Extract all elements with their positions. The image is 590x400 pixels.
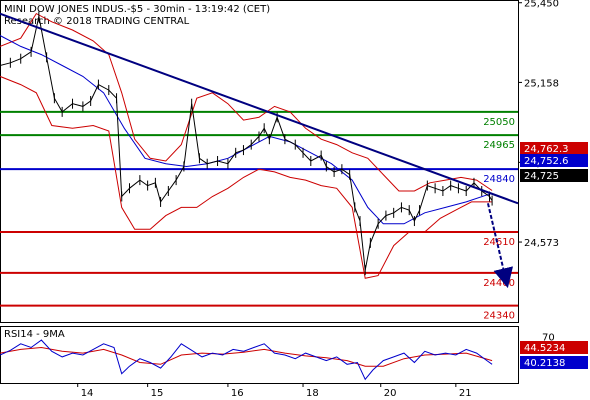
x-axis: 14 15 16 18 20 21 bbox=[77, 383, 472, 399]
x-tick-label: 20 bbox=[384, 388, 397, 399]
rsi-value-tag bbox=[520, 356, 588, 369]
level-label-24840: 24840 bbox=[483, 174, 515, 185]
price-tag-label: 24,752.6 bbox=[524, 156, 569, 167]
y-tick-label: 25,158 bbox=[524, 78, 559, 89]
bollinger-bands bbox=[0, 12, 493, 279]
trendline bbox=[0, 12, 519, 205]
x-tick-label: 16 bbox=[231, 388, 244, 399]
level-label-24460: 24460 bbox=[483, 278, 515, 289]
price-tag-box bbox=[520, 142, 588, 155]
chart-title: MINI DOW JONES INDUS.-$5 - 30min - 13:19… bbox=[4, 4, 270, 15]
level-label-25050: 25050 bbox=[483, 117, 515, 128]
x-tick-label: 21 bbox=[459, 388, 472, 399]
price-tags: 24,762.324,752.6 24,725 bbox=[520, 142, 588, 182]
x-tick-label: 15 bbox=[151, 388, 164, 399]
rsi-value-label: 44.5234 bbox=[524, 343, 565, 354]
price-panel bbox=[0, 0, 519, 323]
y-tick-label: 24,573 bbox=[524, 238, 559, 249]
rsi-panel bbox=[0, 326, 519, 384]
projection-arrow bbox=[486, 203, 514, 289]
y-tick-label: 25,450 bbox=[524, 0, 559, 10]
bollinger-lower bbox=[0, 75, 493, 279]
copyright-text: Research © 2018 TRADING CENTRAL bbox=[4, 16, 190, 27]
price-tag-label: 24,725 bbox=[524, 171, 559, 182]
price-tag-box bbox=[520, 154, 588, 167]
rsi-value-tag bbox=[520, 341, 588, 354]
level-label-24965: 24965 bbox=[483, 140, 515, 151]
bollinger-upper bbox=[0, 12, 493, 192]
horizontal-levels bbox=[0, 110, 518, 307]
rsi-label: RSI14 - 9MA bbox=[4, 329, 65, 340]
moving-average-line bbox=[0, 35, 493, 225]
level-label-24340: 24340 bbox=[483, 311, 515, 322]
x-tick-label: 18 bbox=[306, 388, 319, 399]
rsi-line bbox=[0, 339, 493, 381]
rsi-value-label: 40.2138 bbox=[524, 358, 565, 369]
down-arrow bbox=[486, 203, 514, 289]
price-tag-label: 24,762.3 bbox=[524, 144, 569, 155]
rsi-series bbox=[0, 339, 493, 381]
moving-average bbox=[0, 35, 493, 225]
downtrend-line bbox=[0, 12, 519, 205]
price-tag-box bbox=[520, 169, 588, 182]
level-label-24610: 24610 bbox=[483, 237, 515, 248]
rsi-tick-label: 70 bbox=[542, 332, 555, 343]
x-tick-label: 14 bbox=[81, 388, 94, 399]
rsi-ma-line bbox=[0, 346, 493, 367]
